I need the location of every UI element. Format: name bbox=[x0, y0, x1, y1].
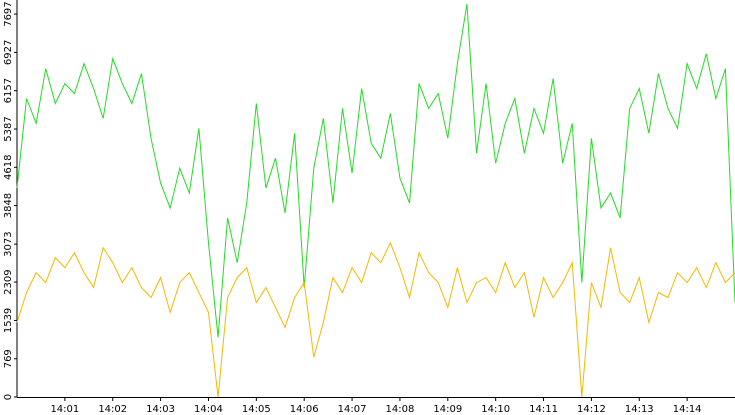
y-tick-label: 4618 bbox=[3, 155, 14, 180]
x-tick-label: 14:10 bbox=[481, 404, 510, 415]
y-tick-label: 3073 bbox=[3, 231, 14, 256]
x-tick-label: 14:12 bbox=[577, 404, 606, 415]
y-tick-label: 0 bbox=[3, 394, 14, 400]
x-tick-label: 14:13 bbox=[625, 404, 654, 415]
x-tick-label: 14:05 bbox=[242, 404, 271, 415]
series-line bbox=[16, 241, 735, 398]
x-tick-label: 14:07 bbox=[338, 404, 367, 415]
x-tick-label: 14:02 bbox=[98, 404, 127, 415]
y-tick-label: 7697 bbox=[3, 1, 14, 26]
x-tick-label: 14:08 bbox=[386, 404, 415, 415]
y-tick-label: 6927 bbox=[3, 40, 14, 65]
x-tick-label: 14:11 bbox=[529, 404, 558, 415]
y-tick-label: 2309 bbox=[3, 269, 14, 294]
x-tick-label: 14:14 bbox=[673, 404, 702, 415]
y-tick-label: 6157 bbox=[3, 78, 14, 103]
y-tick-label: 3848 bbox=[3, 193, 14, 218]
x-tick-label: 14:09 bbox=[433, 404, 462, 415]
y-tick-label: 1539 bbox=[3, 308, 14, 333]
x-tick-label: 14:03 bbox=[146, 404, 175, 415]
series-line bbox=[16, 3, 735, 338]
x-tick-label: 14:01 bbox=[50, 404, 79, 415]
y-tick-label: 5387 bbox=[3, 116, 14, 141]
x-tick-label: 14:06 bbox=[290, 404, 319, 415]
y-tick-label: 769 bbox=[3, 349, 14, 368]
x-tick-label: 14:04 bbox=[194, 404, 223, 415]
